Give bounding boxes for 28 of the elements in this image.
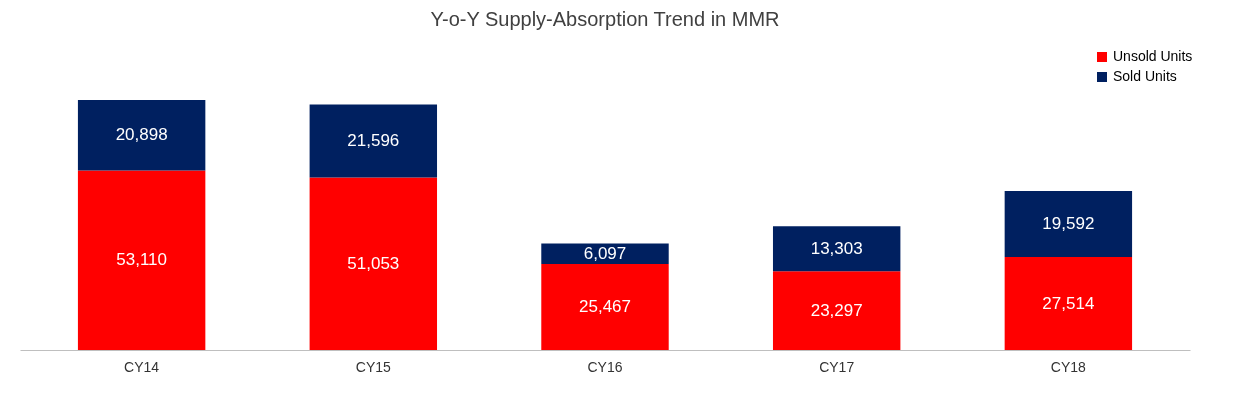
x-tick-label: CY17 — [819, 358, 855, 375]
data-label: 6,097 — [583, 243, 627, 263]
data-label: 13,303 — [810, 238, 863, 258]
bar — [772, 271, 901, 350]
data-label: 25,467 — [579, 296, 631, 316]
data-label: 51,053 — [347, 253, 400, 273]
chart-title: Y-o-Y Supply-Absorption Trend in MMR — [430, 8, 780, 30]
bar — [309, 104, 438, 178]
legend-label: Unsold Units — [1113, 48, 1193, 64]
bar — [309, 177, 438, 350]
data-label: 27,514 — [1042, 293, 1095, 313]
data-label: 53,110 — [116, 250, 167, 270]
data-label: 21,596 — [347, 131, 400, 151]
bar — [541, 263, 669, 350]
x-tick-label: CY15 — [355, 358, 392, 375]
data-label: 20,898 — [115, 125, 168, 145]
x-tick-label: CY18 — [1050, 358, 1087, 375]
bar — [1004, 190, 1133, 258]
legend-label: Sold Units — [1113, 68, 1177, 84]
x-tick-label: CY14 — [124, 358, 160, 375]
bar — [77, 170, 206, 350]
data-label: 23,297 — [810, 300, 863, 320]
x-tick-label: CY16 — [587, 358, 623, 375]
bar — [77, 100, 206, 171]
bar — [541, 243, 669, 264]
data-label: 19,592 — [1042, 213, 1095, 233]
bar — [1004, 257, 1133, 350]
bar — [772, 226, 901, 272]
